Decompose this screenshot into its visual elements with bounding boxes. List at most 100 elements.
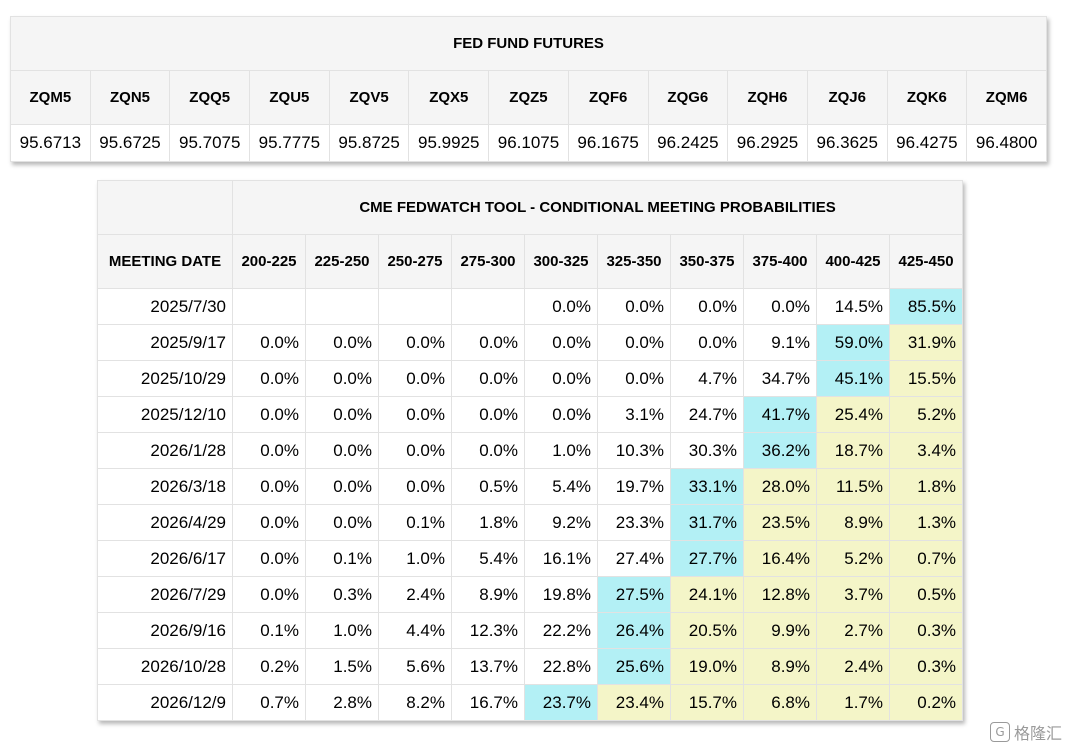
table-corner [97,180,233,235]
probability-cell: 0.0% [597,288,671,325]
probability-cell: 1.8% [451,504,525,541]
probability-cell: 1.3% [888,504,964,541]
probability-cell: 0.2% [888,684,964,721]
probability-cell: 0.7% [888,540,964,577]
probability-cell: 0.0% [305,360,379,397]
probability-cell: 2.4% [816,648,890,685]
probability-cell: 14.5% [816,288,890,325]
probability-cell: 28.0% [743,468,817,505]
probability-cell: 19.8% [524,576,598,613]
probability-cell: 0.0% [524,360,598,397]
fedwatch-header-row: MEETING DATE 200-225 225-250 250-275 275-30… [97,234,964,289]
futures-code-zqf6: ZQF6 [567,70,649,125]
probability-cell: 0.0% [670,288,744,325]
probability-cell: 0.0% [232,324,306,361]
probability-cell: 23.5% [743,504,817,541]
futures-price-row: 95.6713 95.6725 95.7075 95.7775 95.8725 95.99… [10,124,1047,162]
probability-cell: 45.1% [816,360,890,397]
probability-cell: 12.8% [743,576,817,613]
probability-cell: 1.7% [816,684,890,721]
probability-cell: 0.0% [305,468,379,505]
range-header-425-450: 425-450 [888,234,964,289]
probability-cell: 0.0% [305,432,379,469]
probability-cell: 33.1% [670,468,744,505]
probability-cell: 0.0% [451,324,525,361]
probability-cell: 0.3% [888,648,964,685]
probability-cell: 27.5% [597,576,671,613]
probability-cell: 0.5% [451,468,525,505]
probability-cell: 15.7% [670,684,744,721]
fedwatch-title: CME FEDWATCH TOOL - CONDITIONAL MEETING … [231,180,964,235]
probability-cell: 0.0% [305,396,379,433]
probability-cell: 2.8% [305,684,379,721]
probability-cell: 0.0% [232,468,306,505]
futures-price-zqx5: 95.9925 [408,124,490,162]
probability-cell: 15.5% [888,360,964,397]
probability-cell: 0.2% [232,648,306,685]
probability-cell: 25.4% [816,396,890,433]
probability-cell: 31.7% [670,504,744,541]
probability-cell: 5.4% [451,540,525,577]
range-header-375-400: 375-400 [743,234,817,289]
futures-code-zqg6: ZQG6 [647,70,729,125]
probability-cell: 25.6% [597,648,671,685]
range-header-325-350: 325-350 [597,234,671,289]
table-row: 2026/4/29 0.0% 0.0% 0.1% 1.8% 9.2% 23.3% 31.7% 2… [97,504,964,541]
probability-cell: 2.4% [378,576,452,613]
range-header-200-225: 200-225 [232,234,306,289]
futures-code-zqj6: ZQJ6 [806,70,888,125]
meeting-date-cell: 2026/9/16 [97,612,233,649]
probability-cell: 0.0% [232,360,306,397]
probability-cell: 4.7% [670,360,744,397]
meeting-date-cell: 2025/10/29 [97,360,233,397]
probability-cell: 59.0% [816,324,890,361]
fedwatch-body: 2025/7/30 0.0% 0.0% 0.0% 0.0% 14.5% 85.5% 2025/… [97,288,964,721]
probability-cell: 18.7% [816,432,890,469]
probability-cell: 24.7% [670,396,744,433]
futures-code-zqm5: ZQM5 [10,70,91,125]
futures-price-zqu5: 95.7775 [249,124,330,162]
probability-cell: 0.0% [451,396,525,433]
probability-cell: 0.0% [378,396,452,433]
probability-cell: 19.7% [597,468,671,505]
range-header-350-375: 350-375 [670,234,744,289]
table-row: 2025/7/30 0.0% 0.0% 0.0% 0.0% 14.5% 85.5% [97,288,964,325]
range-header-225-250: 225-250 [305,234,379,289]
probability-cell [378,288,452,325]
probability-cell: 0.3% [888,612,964,649]
futures-code-row: ZQM5 ZQN5 ZQQ5 ZQU5 ZQV5 ZQX5 ZQZ5 ZQF6 ZQG6 ZQH6… [10,70,1047,125]
range-header-400-425: 400-425 [816,234,890,289]
probability-cell: 8.2% [378,684,452,721]
probability-cell: 5.6% [378,648,452,685]
meeting-date-cell: 2026/6/17 [97,540,233,577]
table-row: 2025/10/29 0.0% 0.0% 0.0% 0.0% 0.0% 0.0% 4.7% 34… [97,360,964,397]
meeting-date-cell: 2026/10/28 [97,648,233,685]
brand-logo-icon: G [990,722,1010,742]
probability-cell: 0.5% [888,576,964,613]
table-row: 2025/12/10 0.0% 0.0% 0.0% 0.0% 0.0% 3.1% 24.7% 4… [97,396,964,433]
probability-cell: 8.9% [451,576,525,613]
probability-cell: 9.9% [743,612,817,649]
meeting-date-cell: 2025/12/10 [97,396,233,433]
probability-cell: 30.3% [670,432,744,469]
probability-cell: 23.4% [597,684,671,721]
fedwatch-probabilities-table: CME FEDWATCH TOOL - CONDITIONAL MEETING … [97,180,964,721]
futures-price-zqm5: 95.6713 [10,124,91,162]
probability-cell: 0.0% [670,324,744,361]
meeting-date-cell: 2025/7/30 [97,288,233,325]
probability-cell: 22.8% [524,648,598,685]
probability-cell: 1.5% [305,648,379,685]
futures-title: FED FUND FUTURES [10,16,1047,71]
futures-code-zqq5: ZQQ5 [169,70,251,125]
probability-cell: 1.0% [524,432,598,469]
meeting-date-header: MEETING DATE [97,234,233,289]
probability-cell: 27.7% [670,540,744,577]
probability-cell: 23.3% [597,504,671,541]
probability-cell: 34.7% [743,360,817,397]
probability-cell: 3.4% [888,432,964,469]
range-header-250-275: 250-275 [378,234,452,289]
probability-cell: 41.7% [743,396,817,433]
probability-cell: 8.9% [816,504,890,541]
probability-cell: 0.0% [378,324,452,361]
probability-cell: 1.0% [305,612,379,649]
